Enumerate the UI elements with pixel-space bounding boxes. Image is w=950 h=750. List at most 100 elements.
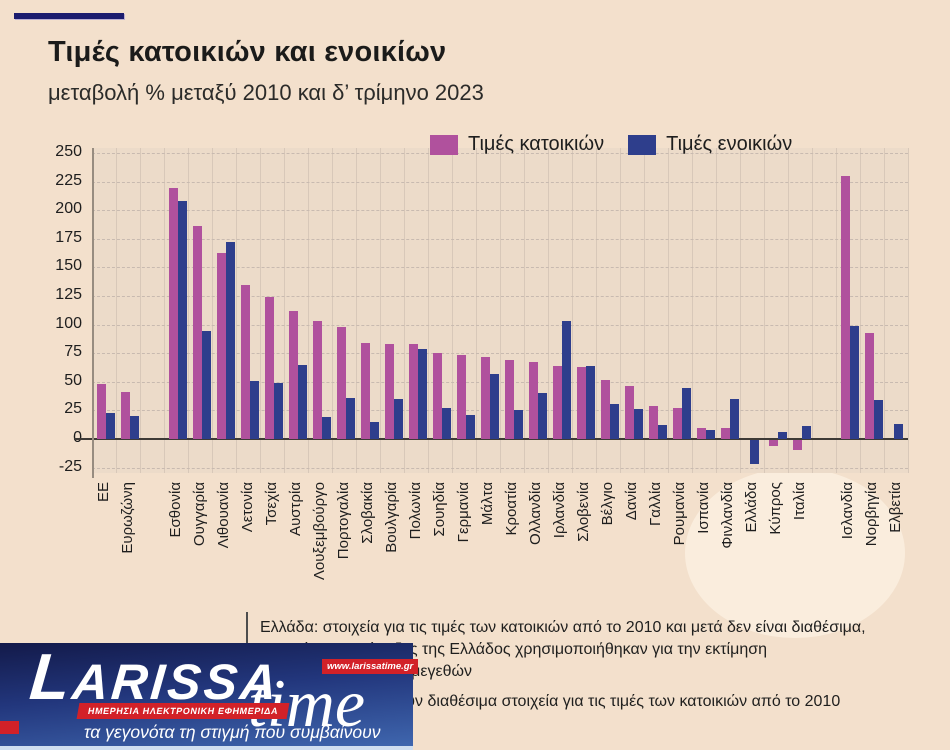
x-axis-label: Κροατία — [503, 482, 520, 536]
y-tick-label: 0 — [32, 429, 82, 447]
rent-bar — [394, 398, 403, 439]
y-tick-label: 175 — [55, 228, 82, 246]
house-price-bar — [313, 321, 322, 439]
house-price-bar — [289, 310, 298, 439]
x-axis-label: Ιρλανδία — [551, 482, 568, 539]
legend-label-house-prices: Τιμές κατοικιών — [468, 133, 605, 155]
house-price-bar — [649, 405, 658, 439]
rent-bar — [586, 365, 595, 439]
house-price-bar — [865, 332, 874, 439]
rent-bar — [298, 364, 307, 439]
x-axis-label: Ολλανδία — [527, 482, 544, 545]
house-price-bar — [601, 379, 610, 439]
house-price-bar — [697, 427, 706, 439]
house-price-bar — [169, 188, 178, 439]
house-price-bar — [793, 440, 802, 451]
house-price-bar — [433, 353, 442, 439]
gridline-vertical — [596, 148, 597, 473]
rent-bar — [778, 432, 787, 439]
x-axis-label: Σλοβακία — [359, 482, 376, 544]
logo-website-badge: www.larissatime.gr — [322, 659, 419, 674]
house-price-bar — [673, 408, 682, 439]
larissatime-logo: LARISSA time www.larissatime.gr ΗΜΕΡΗΣΙΑ… — [0, 640, 419, 750]
gridline-vertical — [116, 148, 117, 473]
gridline-horizontal — [92, 267, 908, 269]
rent-bar — [370, 421, 379, 439]
x-axis-label: Γερμανία — [455, 482, 472, 543]
gridline-vertical — [884, 148, 885, 473]
x-axis-label: Πορτογαλία — [335, 482, 352, 560]
gridline-vertical — [500, 148, 501, 473]
gridline-vertical — [188, 148, 189, 473]
rent-bar — [749, 440, 759, 465]
gridline-vertical — [644, 148, 645, 473]
house-price-bar — [481, 356, 490, 439]
x-axis-label: Ισλανδία — [839, 482, 856, 540]
gridline-vertical — [212, 148, 213, 473]
rent-bar — [610, 403, 619, 439]
y-tick-label: -25 — [58, 457, 82, 475]
gridline-vertical — [332, 148, 333, 473]
x-axis-label: ΕΕ — [95, 482, 112, 503]
gridline-horizontal — [92, 467, 908, 469]
x-axis-label: Ευρωζώνη — [119, 482, 136, 554]
gridline-vertical — [380, 148, 381, 473]
x-axis-label: Λετονία — [239, 482, 256, 533]
y-axis-line — [92, 148, 94, 478]
rent-bar — [514, 410, 523, 439]
gridline-vertical — [572, 148, 573, 473]
house-price-bar — [193, 226, 202, 439]
gridline-vertical — [284, 148, 285, 473]
gridline-vertical — [236, 148, 237, 473]
logo-red-accent — [0, 721, 19, 734]
rent-bar — [730, 398, 739, 439]
gridline-vertical — [356, 148, 357, 473]
house-price-bar — [265, 297, 274, 439]
house-price-bar — [121, 392, 130, 439]
gridline-horizontal — [92, 238, 908, 240]
gridline-vertical — [164, 148, 165, 473]
house-price-bar — [241, 284, 250, 439]
x-axis-label: Γαλλία — [647, 482, 664, 526]
house-price-bar — [769, 440, 778, 446]
y-tick-label: 125 — [55, 286, 82, 303]
y-tick-label: 75 — [64, 343, 82, 361]
gridline-horizontal — [92, 410, 908, 412]
rent-bar — [466, 414, 475, 439]
plot-area: 2502252001751501251007550250-25ΕΕΕυρωζών… — [55, 143, 909, 580]
rent-bar — [802, 426, 811, 439]
house-price-bar — [529, 362, 538, 439]
y-tick-label: 200 — [55, 200, 82, 218]
house-price-bar — [217, 252, 226, 439]
x-axis-label: Ισπανία — [695, 482, 712, 534]
legend-swatch-rent-prices — [628, 134, 657, 155]
house-price-bar — [457, 355, 466, 439]
x-axis-label: Ελλάδα — [743, 482, 760, 533]
rent-bar — [538, 393, 547, 439]
house-price-bar — [625, 386, 634, 439]
rent-bar — [682, 387, 691, 439]
footnote-line: Ελλάδα: στοιχεία για τις τιμές των κατοι… — [260, 619, 866, 636]
legend: Τιμές κατοικιών Τιμές ενοικιών — [430, 133, 792, 156]
x-axis-label: Μάλτα — [479, 482, 496, 526]
y-tick-label: 25 — [64, 400, 82, 418]
gridline-vertical — [860, 148, 861, 473]
x-axis-label: Λιθουανία — [215, 482, 232, 549]
gridline-vertical — [812, 148, 813, 473]
x-axis-label: Τσεχία — [263, 482, 280, 526]
rent-bar — [874, 400, 883, 439]
gridline-horizontal — [92, 153, 908, 154]
gridline-vertical — [452, 148, 453, 473]
rent-bar — [346, 397, 355, 439]
x-axis-label: Αυστρία — [287, 482, 304, 536]
chart-title: Τιμές κατοικιών και ενοικίων — [48, 36, 447, 68]
rent-bar — [658, 425, 667, 439]
x-axis-label: Εσθονία — [167, 482, 184, 538]
rent-bar — [418, 348, 427, 439]
watermark-circle — [685, 468, 905, 638]
gridline-vertical — [692, 148, 693, 473]
x-axis-label: Βέλγιο — [599, 482, 616, 526]
rent-bar — [250, 380, 259, 439]
rent-bar — [850, 325, 859, 439]
gridline-vertical — [260, 148, 261, 473]
